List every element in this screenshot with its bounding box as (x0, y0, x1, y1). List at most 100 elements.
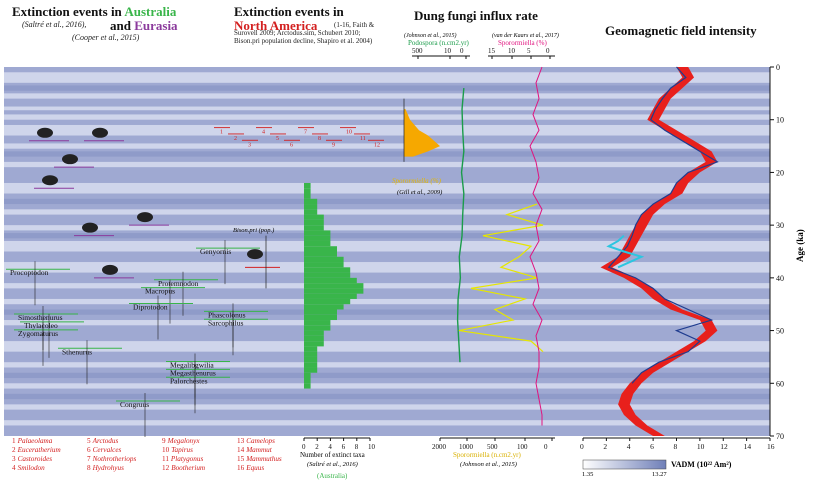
animal-silhouette (137, 212, 153, 223)
animal-silhouette (92, 127, 108, 138)
na-key-item: 3 Castoroides (12, 455, 53, 463)
na-number: 9 (332, 142, 335, 148)
hist-bar (304, 356, 318, 363)
na-key-number: 6 (87, 446, 91, 454)
vadm-color-scale (582, 459, 667, 470)
genus-label: Procoptodon (10, 268, 49, 277)
sporo-top-tick-label: 0 (546, 47, 550, 55)
sporo-flux-tick-label: 2000 (432, 443, 447, 451)
podospora-line (456, 88, 465, 363)
genus-label: Palorchestes (170, 376, 208, 385)
vadm-tick-label: 16 (767, 442, 775, 451)
australia-ref: (Saltré et al., 2016), (22, 20, 87, 29)
na-key-number: 15 (237, 455, 245, 463)
dark-band (4, 85, 770, 91)
na-key-item: 13 Camelops (237, 437, 275, 445)
na-key-number: 3 (12, 455, 16, 463)
dark-band (4, 233, 770, 239)
taxa-tick-label: 4 (328, 443, 332, 451)
sporo-flux-tick-label: 500 (487, 443, 498, 451)
genus-label: Congruus (120, 400, 149, 409)
genus-label: Sthenurus (62, 347, 92, 356)
na-key-name: Euceratherium (17, 446, 61, 454)
hist-bar (304, 341, 324, 347)
light-band (4, 124, 770, 136)
na-key-item: 6 Cervalces (87, 446, 122, 454)
vadm-tick-label: 2 (603, 442, 607, 451)
dark-band (4, 151, 770, 157)
vadm-tick-label: 4 (627, 442, 631, 451)
light-band (4, 161, 770, 168)
na-key-number: 7 (87, 455, 91, 463)
na-key-name: Palaeolama (17, 437, 53, 445)
na-key-name: Hydrohyus (92, 464, 124, 472)
vadm-cyan-line (606, 234, 645, 269)
na-key-name: Castoroides (17, 455, 53, 463)
na-key-item: 5 Arctodus (87, 437, 119, 445)
na-number: 10 (346, 130, 352, 136)
genus-label: Diprotodon (133, 302, 168, 311)
light-band (4, 209, 770, 215)
light-band (4, 362, 770, 368)
hist-bar (304, 277, 357, 284)
light-band (4, 72, 770, 83)
sporo-top-tick-label: 10 (508, 47, 516, 55)
title-na-line2: North America (234, 18, 318, 33)
na-key-name: Equus (246, 464, 265, 472)
na-key-name: Smilodon (17, 464, 45, 472)
hist-bar (304, 372, 311, 379)
genus-label: Simosthenurus (18, 313, 63, 322)
sporo-percent-label: Sporormiella (%) (392, 177, 441, 185)
sporo-flux-ref: (Johnson et al., 2015) (460, 461, 517, 468)
na-key-item: 2 Euceratherium (12, 446, 61, 454)
podo-tick-label: 10 (444, 47, 452, 55)
vadm-tick-label: 14 (744, 442, 752, 451)
na-key-number: 14 (237, 446, 245, 454)
na-key-name: Megalonyx (167, 437, 200, 445)
hist-bar (304, 272, 351, 278)
hist-bar (304, 293, 357, 299)
genus-label: Sarcophilus (208, 318, 243, 327)
taxa-label: Number of extinct taxa (300, 451, 365, 459)
animal-silhouette (102, 264, 118, 275)
hist-bar (304, 283, 364, 289)
hist-bar (304, 362, 318, 368)
podo-ref: (Johnson et al., 2015) (404, 33, 457, 39)
light-band (4, 182, 770, 194)
age-tick-label: 10 (776, 116, 784, 125)
vadm-blue-line (607, 66, 719, 384)
na-key-number: 1 (12, 437, 16, 445)
light-band (4, 225, 770, 231)
na-key-name: Mammut (246, 446, 272, 454)
age-tick-label: 20 (776, 168, 784, 177)
bison-label: Bison.pri (pop.) (233, 227, 275, 234)
taxa-region: (Australia) (317, 472, 348, 480)
na-key-item: 7 Nothrotheriops (87, 455, 136, 463)
hist-bar (304, 320, 331, 326)
na-key-number: 10 (162, 446, 170, 454)
hist-bar (304, 309, 337, 315)
na-number: 2 (234, 136, 237, 142)
na-key-number: 12 (162, 464, 170, 472)
sporo-flux-tick-label: 0 (544, 443, 548, 451)
na-key-name: Cervalces (92, 446, 122, 454)
dark-band (4, 372, 770, 379)
light-band (4, 420, 770, 426)
na-key-item: 16 Equus (237, 464, 265, 472)
na-key-item: 9 Megalonyx (162, 437, 200, 445)
light-band (4, 298, 770, 305)
vadm-label: VADM (10²² Am²) (671, 460, 732, 469)
hist-bar (304, 351, 318, 357)
na-number: 5 (276, 136, 279, 142)
taxa-tick-label: 2 (315, 443, 319, 451)
na-key-name: Arctodus (92, 437, 119, 445)
light-band (4, 93, 770, 99)
na-number: 12 (374, 142, 380, 148)
na-key-number: 13 (237, 437, 245, 445)
podo-tick-label: 500 (412, 47, 423, 55)
na-key-name: Mammuthus (246, 455, 282, 463)
hist-bar (304, 182, 311, 189)
